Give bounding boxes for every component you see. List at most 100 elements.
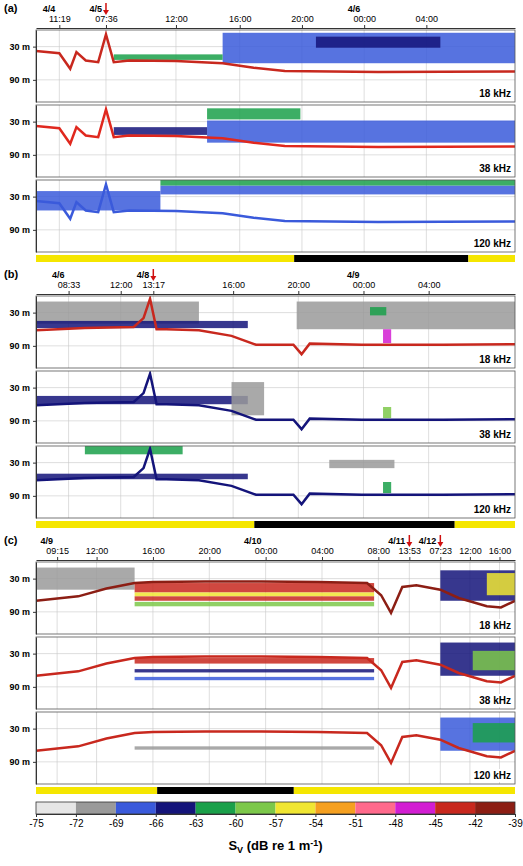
frequency-label-background <box>477 162 513 175</box>
depth-tick: 90 m <box>9 225 36 235</box>
day-night-segment <box>36 521 254 528</box>
time-tick-mark <box>500 557 501 560</box>
depth-tick-label: 30 m <box>9 574 30 584</box>
time-tick-label: 16:00 <box>489 546 512 556</box>
time-tick: 12:00 <box>110 280 133 294</box>
depth-tick-mark <box>33 687 36 688</box>
time-tick: 07:36 <box>95 14 118 28</box>
day-night-bar <box>36 521 515 528</box>
colorbar-tick: -63 <box>189 814 204 829</box>
colorbar-tick-mark <box>76 814 77 817</box>
time-tick: 20:00 <box>199 546 222 560</box>
day-night-segment <box>294 787 515 794</box>
time-tick-mark <box>298 291 299 294</box>
grid-line-x <box>409 637 410 709</box>
panel: (a)4/44/54/611:1907:3612:0016:0020:0000:… <box>4 2 516 262</box>
depth-axis: 30 m90 m <box>9 563 36 635</box>
time-tick: 12:00 <box>86 546 109 560</box>
colorbar-tick-mark <box>236 814 237 817</box>
colorbar-tick-label: -51 <box>349 818 364 829</box>
frequency-label-background <box>477 87 513 100</box>
colorbar-tick: -66 <box>149 814 164 829</box>
colorbar-tick-label: -75 <box>29 818 44 829</box>
time-tick-label: 12:00 <box>86 546 109 556</box>
echogram-strip: 30 m90 m 18 kHz <box>9 562 515 635</box>
time-tick-label: 00:00 <box>255 546 278 556</box>
echogram-strip: 30 m90 m 120 kHz <box>9 446 515 519</box>
colorbar-segment <box>156 802 196 814</box>
time-tick-mark <box>176 25 177 28</box>
frequency-label: 120 kHz <box>474 770 511 781</box>
time-tick-mark <box>440 557 441 560</box>
frequency-label-background <box>472 503 513 516</box>
depth-tick-mark <box>33 122 36 123</box>
echogram-strip: 30 m90 m120 kHz <box>9 180 515 253</box>
scattering-layer <box>36 321 248 328</box>
time-tick-mark <box>233 291 234 294</box>
colorbar-tick-mark <box>196 814 197 817</box>
depth-tick-mark <box>33 155 36 156</box>
echogram-strip: 30 m90 m18 kHz <box>9 30 515 103</box>
grid <box>36 296 515 368</box>
date-label: 4/10 <box>244 536 262 546</box>
time-tick-mark <box>426 25 427 28</box>
time-tick-label: 20:00 <box>199 546 222 556</box>
time-tick: 04:00 <box>311 546 334 560</box>
day-night-segment <box>455 521 515 528</box>
grid-line-x <box>96 637 97 709</box>
depth-tick-label: 30 m <box>9 724 30 734</box>
time-axis: 11:1907:3612:0016:0020:0000:0004:00 <box>37 14 516 29</box>
colorbar-tick-label: -39 <box>508 818 523 829</box>
grid-line-x <box>105 105 106 177</box>
echogram-data <box>36 568 515 613</box>
echogram-strip: 30 m90 m38 kHz <box>9 371 515 444</box>
time-tick-mark <box>429 291 430 294</box>
colorbar-tick: -75 <box>29 814 44 829</box>
grid-line-y <box>36 387 515 388</box>
colorbar-title-part: ) <box>318 838 322 853</box>
grid-line-x <box>59 105 60 177</box>
seabed-line <box>36 449 515 504</box>
scattering-layer <box>160 186 515 195</box>
time-tick-mark <box>59 25 60 28</box>
depth-axis: 30 m90 m <box>9 181 36 253</box>
scattering-layer <box>114 127 207 135</box>
frequency-label-background <box>477 619 513 632</box>
colorbar-frame <box>36 802 515 814</box>
strip-frame <box>36 180 515 252</box>
frequency-label: 120 kHz <box>474 504 511 515</box>
day-night-bar <box>36 787 515 794</box>
colorbar-tick-mark <box>355 814 356 817</box>
time-tick: 20:00 <box>291 14 314 28</box>
time-tick-mark <box>153 557 154 560</box>
time-tick-label: 04:00 <box>416 14 439 24</box>
grid-line-x <box>175 30 176 102</box>
time-tick: 12:00 <box>459 546 482 560</box>
frequency-label: 18 kHz <box>479 620 511 631</box>
grid-line-y <box>36 229 515 230</box>
day-night-bar <box>36 255 515 262</box>
time-tick-label: 13:17 <box>143 280 166 290</box>
date-label: 4/4 <box>43 4 56 14</box>
time-tick: 00:00 <box>353 280 376 294</box>
frequency-label-background <box>477 694 513 707</box>
echogram-data <box>36 718 515 763</box>
arrow-shaft <box>105 3 107 11</box>
grid-line-y <box>36 611 515 612</box>
scattering-layer <box>85 446 183 454</box>
grid-line-y <box>36 79 515 80</box>
time-tick: 00:00 <box>353 14 376 28</box>
echogram-data <box>36 33 515 72</box>
colorbar-segment <box>236 802 276 814</box>
depth-tick-label: 90 m <box>9 225 30 235</box>
grid-line-x <box>105 180 106 252</box>
colorbar-tick: -69 <box>109 814 124 829</box>
strip-background <box>36 105 515 177</box>
depth-tick-label: 30 m <box>9 308 30 318</box>
depth-tick-label: 90 m <box>9 341 30 351</box>
scattering-layer <box>232 382 265 415</box>
grid-line-x <box>298 446 299 518</box>
depth-axis: 30 m90 m <box>9 447 36 519</box>
depth-tick-mark <box>33 47 36 48</box>
depth-tick-mark <box>33 313 36 314</box>
